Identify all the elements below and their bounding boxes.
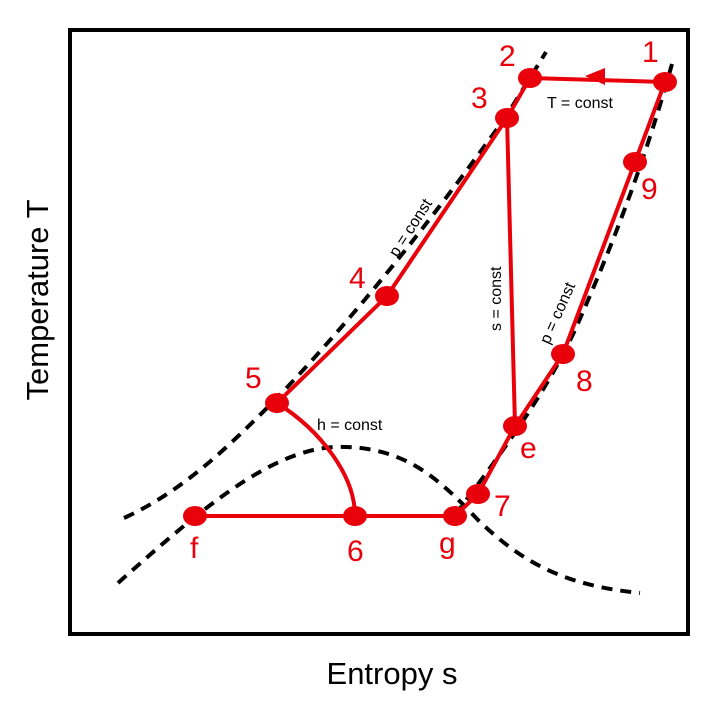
annotation-s-const: s = const xyxy=(488,266,505,331)
label-point-1: 1 xyxy=(642,36,659,69)
line-8-9 xyxy=(561,161,637,355)
label-point-e: e xyxy=(520,432,537,465)
state-points xyxy=(183,68,677,526)
state-point-7 xyxy=(466,484,490,504)
label-point-g: g xyxy=(439,527,456,560)
state-point-5 xyxy=(265,393,289,413)
annotation-t-const: T = const xyxy=(547,95,614,112)
plot-frame xyxy=(68,28,690,636)
y-axis-title: Temperature T xyxy=(20,199,55,400)
label-point-9: 9 xyxy=(641,173,658,206)
annotation-p-const-left: p = const xyxy=(386,196,436,261)
arrowhead-1-2 xyxy=(585,68,605,85)
line-e-8 xyxy=(513,352,565,428)
state-point-4 xyxy=(375,286,399,306)
label-point-3: 3 xyxy=(471,82,488,115)
label-point-8: 8 xyxy=(576,365,593,398)
label-point-4: 4 xyxy=(349,262,366,295)
line-4-5 xyxy=(275,294,389,405)
line-7-e xyxy=(476,425,517,495)
label-point-7: 7 xyxy=(494,490,511,523)
state-point-3 xyxy=(495,108,519,128)
state-point-2 xyxy=(518,68,542,88)
x-axis-title: Entropy s xyxy=(327,656,458,691)
high-pressure-isobar xyxy=(123,50,548,520)
state-point-e xyxy=(503,416,527,436)
state-point-9 xyxy=(623,152,647,172)
process-lines xyxy=(195,76,667,518)
low-pressure-isobar xyxy=(453,63,674,517)
state-point-g xyxy=(443,506,467,526)
state-point-6 xyxy=(343,506,367,526)
label-point-f: f xyxy=(190,532,199,565)
line-3-e xyxy=(505,117,517,427)
line-5-6 xyxy=(275,401,357,517)
line-9-1 xyxy=(633,81,667,163)
line-3-4 xyxy=(385,116,509,298)
label-point-5: 5 xyxy=(245,362,262,395)
state-point-f xyxy=(183,506,207,526)
state-point-1 xyxy=(653,72,677,92)
label-point-6: 6 xyxy=(347,535,364,568)
dome-curve xyxy=(116,444,641,595)
state-point-8 xyxy=(551,344,575,364)
label-point-2: 2 xyxy=(499,40,516,73)
annotation-h-const: h = const xyxy=(317,417,383,434)
